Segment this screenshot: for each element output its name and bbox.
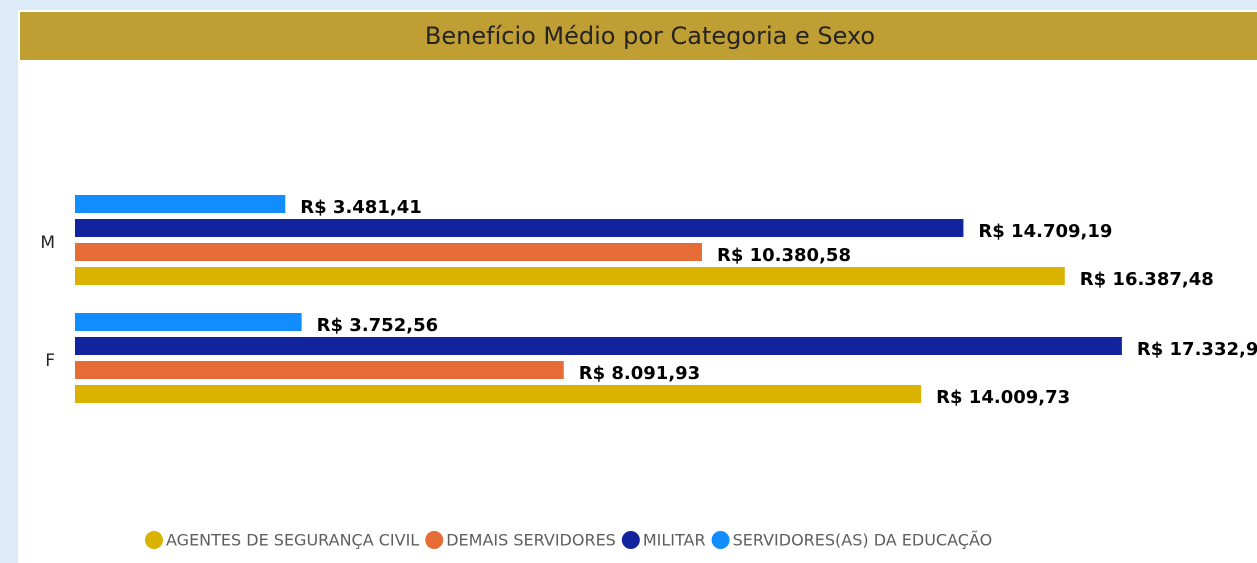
legend-marker xyxy=(145,531,163,549)
legend-label: DEMAIS SERVIDORES xyxy=(446,531,616,550)
data-label: R$ 8.091,93 xyxy=(579,363,700,384)
bar xyxy=(75,267,1065,285)
data-label: R$ 10.380,58 xyxy=(717,245,851,266)
data-label: R$ 3.481,41 xyxy=(300,197,421,218)
data-label: R$ 3.752,56 xyxy=(317,315,438,336)
bar xyxy=(75,385,922,403)
bar xyxy=(75,243,702,261)
title-bar xyxy=(20,12,1257,60)
legend-label: AGENTES DE SEGURANÇA CIVIL xyxy=(166,531,419,550)
bar xyxy=(75,313,302,331)
chart-title: Benefício Médio por Categoria e Sexo xyxy=(425,22,875,50)
legend-marker xyxy=(711,531,730,549)
bar xyxy=(75,337,1122,355)
y-tick-label: F xyxy=(45,351,55,371)
bar xyxy=(75,219,964,237)
data-label: R$ 16.387,48 xyxy=(1080,269,1214,290)
data-label: R$ 14.709,19 xyxy=(978,221,1112,242)
data-label: R$ 14.009,73 xyxy=(936,387,1070,408)
y-tick-label: M xyxy=(40,233,55,253)
bar xyxy=(75,195,286,213)
legend-label: SERVIDORES(AS) DA EDUCAÇÃO xyxy=(733,531,993,550)
data-label: R$ 17.332,99 xyxy=(1137,339,1257,360)
legend-marker xyxy=(621,531,640,549)
frame xyxy=(18,10,1257,563)
legend-marker xyxy=(425,531,444,549)
bar xyxy=(75,361,564,379)
legend-label: MILITAR xyxy=(643,531,706,550)
